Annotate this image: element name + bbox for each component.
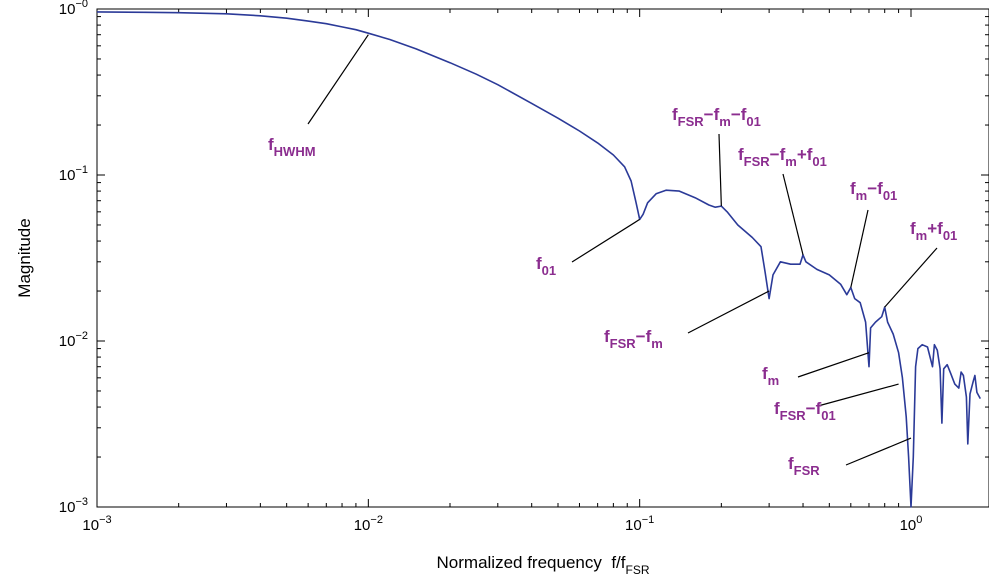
y-tick-label: 10−2	[59, 330, 88, 350]
y-tick-label: 10−3	[59, 496, 88, 516]
axis-ticks	[96, 8, 989, 508]
x-tick-label: 10−2	[354, 514, 383, 534]
x-tick-label: 10−3	[82, 514, 111, 534]
annotation-f-m: fm	[762, 364, 779, 388]
annotation-f-fsr-fm-plus-f01: fFSR−fm+f01	[738, 145, 827, 169]
x-tick-label: 10−1	[625, 514, 654, 534]
annotation-f-hwhm: fHWHM	[268, 135, 316, 159]
plot-area-frame	[96, 8, 989, 508]
annotation-leader-f-fsr-f01	[817, 383, 899, 407]
annotation-leader-f-m-plus-f01	[884, 247, 938, 308]
annotation-f-m-plus-f01: fm+f01	[910, 219, 957, 243]
annotation-f-m-f01: fm−f01	[850, 179, 897, 203]
magnitude-series-line	[96, 11, 982, 508]
annotation-leader-f-fsr	[845, 437, 912, 466]
annotation-leader-f-01	[571, 218, 640, 263]
annotation-leader-f-fsr-fm	[687, 290, 770, 334]
annotation-leader-f-hwhm	[307, 34, 369, 125]
annotation-f-01: f01	[536, 254, 556, 278]
x-axis-label: Normalized frequency f/fFSR	[437, 553, 650, 577]
x-tick-label: 100	[900, 514, 923, 534]
annotation-leader-f-m-f01	[850, 209, 869, 288]
annotation-leader-f-m	[797, 352, 870, 378]
annotation-f-fsr-fm: fFSR−fm	[604, 327, 663, 351]
annotations: fHWHM f01 fFSR−fm−f01 fFSR−fm+f01 fm−f01 fm+f…	[268, 34, 957, 478]
tick-labels: 10−3 10−2 10−1 100 10−0 10−1 10−2 10−3	[59, 0, 923, 534]
annotation-leader-f-fsr-fm-plus-f01	[782, 173, 804, 256]
annotation-f-fsr: fFSR	[788, 454, 820, 478]
y-axis-label: Magnitude	[15, 218, 34, 297]
y-tick-label: 10−1	[59, 164, 88, 184]
annotation-leader-f-fsr-fm-f01	[718, 133, 722, 207]
annotation-f-fsr-f01: fFSR−f01	[774, 399, 836, 423]
annotation-f-fsr-fm-f01: fFSR−fm−f01	[672, 105, 761, 129]
y-tick-label: 10−0	[59, 0, 88, 18]
